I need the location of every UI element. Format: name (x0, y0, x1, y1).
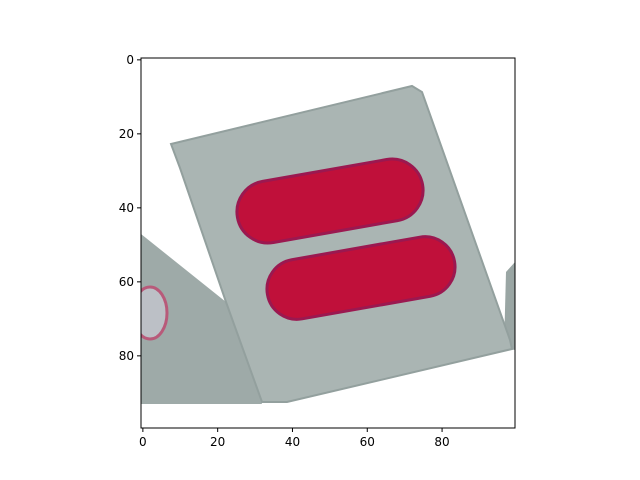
red-stripe-lower (265, 235, 457, 321)
y-tick-label: 40 (119, 201, 134, 215)
x-tick-label: 60 (360, 435, 375, 449)
x-tick-label: 40 (285, 435, 300, 449)
y-tick-label: 0 (126, 53, 134, 67)
x-axis-ticks: 0 20 40 60 80 (139, 428, 450, 449)
y-tick-label: 80 (119, 349, 134, 363)
red-stripe-upper (235, 157, 425, 245)
axes-frame (140, 57, 516, 429)
lower-left-card (141, 234, 262, 404)
y-tick-label: 60 (119, 275, 134, 289)
bottom-strip (141, 404, 515, 428)
image-content (141, 58, 515, 428)
circle-mark (141, 285, 169, 341)
red-stripes (235, 157, 457, 321)
main-card (169, 84, 514, 403)
x-tick-label: 80 (434, 435, 449, 449)
y-tick-label: 20 (119, 127, 134, 141)
x-tick-label: 0 (139, 435, 147, 449)
y-axis-ticks: 0 20 40 60 80 (119, 53, 141, 363)
x-tick-label: 20 (210, 435, 225, 449)
